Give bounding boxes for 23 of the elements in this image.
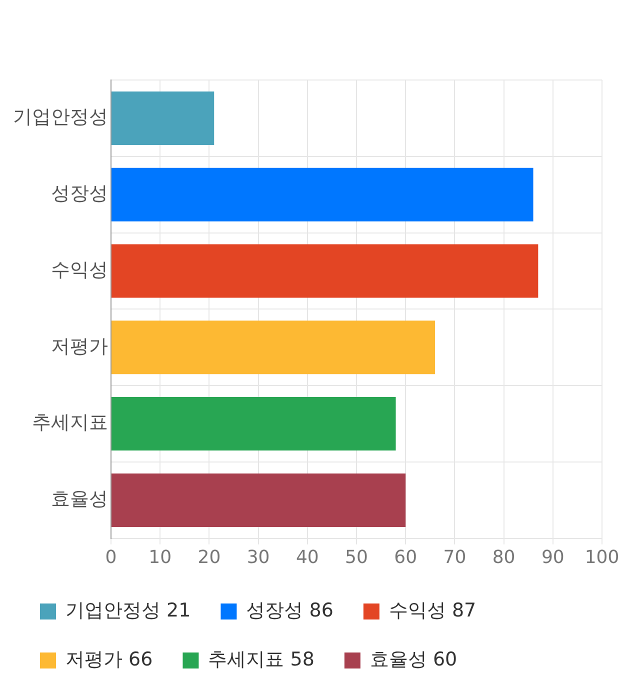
y-tick-label: 추세지표 xyxy=(32,412,108,434)
x-tick-label: 90 xyxy=(541,546,564,568)
y-tick-label: 성장성 xyxy=(51,182,108,205)
x-tick-label: 0 xyxy=(105,546,117,568)
legend-label: 효율성 60 xyxy=(370,648,458,670)
legend-label: 수익성 87 xyxy=(388,599,476,622)
y-tick-label: 기업안정성 xyxy=(13,106,108,128)
x-tick-label: 100 xyxy=(584,546,620,568)
y-tick-label: 수익성 xyxy=(51,258,108,281)
legend-label: 성장성 86 xyxy=(246,599,334,622)
x-tick-label: 80 xyxy=(492,546,516,568)
y-tick-label: 저평가 xyxy=(51,335,108,358)
legend-label: 추세지표 58 xyxy=(208,648,314,670)
x-tick-label: 30 xyxy=(246,546,270,568)
x-tick-label: 70 xyxy=(443,546,466,568)
x-tick-label: 20 xyxy=(198,546,221,568)
x-tick-label: 50 xyxy=(345,546,368,568)
x-tick-label: 60 xyxy=(394,546,418,568)
y-tick-label: 효율성 xyxy=(51,488,108,510)
legend-label: 기업안정성 21 xyxy=(66,599,191,622)
x-tick-label: 40 xyxy=(296,546,319,568)
x-tick-label: 10 xyxy=(148,546,172,568)
legend-label: 저평가 66 xyxy=(66,648,153,670)
